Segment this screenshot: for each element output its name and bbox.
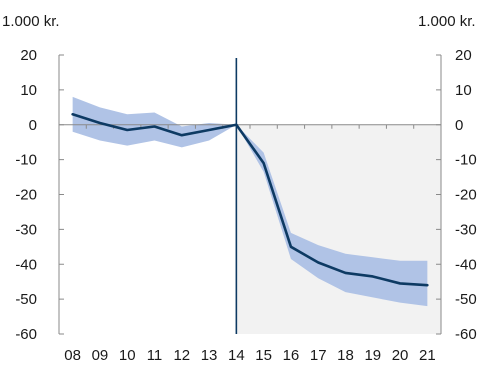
y-tick-label-left: -10 <box>15 152 37 169</box>
x-tick-label: 11 <box>147 347 163 364</box>
x-tick-label: 17 <box>310 347 327 364</box>
x-tick-label: 15 <box>255 347 272 364</box>
y-tick-label-right: 20 <box>455 47 472 64</box>
y-axis-right-unit: 1.000 kr. <box>418 13 476 30</box>
y-axis-left-unit: 1.000 kr. <box>2 13 60 30</box>
x-tick-label: 16 <box>283 347 300 364</box>
confidence-band-layer <box>72 96 428 307</box>
x-tick-label: 20 <box>392 347 409 364</box>
x-tick-label: 09 <box>92 347 109 364</box>
y-tick-label-left: -30 <box>15 221 37 238</box>
series-line-layer <box>71 58 429 334</box>
y-tick-label-left: 10 <box>20 82 37 99</box>
y-tick-label-right: 0 <box>455 117 463 134</box>
y-tick-label-right: -50 <box>455 291 477 308</box>
y-tick-label-right: -40 <box>455 256 477 273</box>
x-tick-label: 10 <box>119 347 136 364</box>
x-tick-label: 14 <box>228 347 245 364</box>
y-tick-label-right: -60 <box>455 326 477 343</box>
x-tick-label: 13 <box>201 347 218 364</box>
y-tick-label-left: -60 <box>15 326 37 343</box>
y-tick-label-right: -10 <box>455 152 477 169</box>
y-tick-label-left: 0 <box>29 117 37 134</box>
y-tick-label-left: 20 <box>20 47 37 64</box>
labels-layer: 20 20 10 10 0 0 -10 -10 -20 -20 -30 -30 -40 -40 -50 -50… <box>15 47 476 364</box>
x-tick-label: 12 <box>173 347 190 364</box>
y-tick-label-left: -50 <box>15 291 37 308</box>
y-tick-label-right: -30 <box>455 221 477 238</box>
y-tick-label-right: 10 <box>455 82 472 99</box>
x-tick-label: 21 <box>419 347 436 364</box>
y-tick-label-right: -20 <box>455 187 477 204</box>
y-tick-label-left: -20 <box>15 187 37 204</box>
x-tick-label: 19 <box>364 347 381 364</box>
x-tick-label: 18 <box>337 347 354 364</box>
confidence-band <box>72 96 428 307</box>
axes-layer <box>58 54 442 335</box>
y-tick-label-left: -40 <box>15 256 37 273</box>
series-line <box>71 112 429 287</box>
x-tick-label: 08 <box>64 347 81 364</box>
